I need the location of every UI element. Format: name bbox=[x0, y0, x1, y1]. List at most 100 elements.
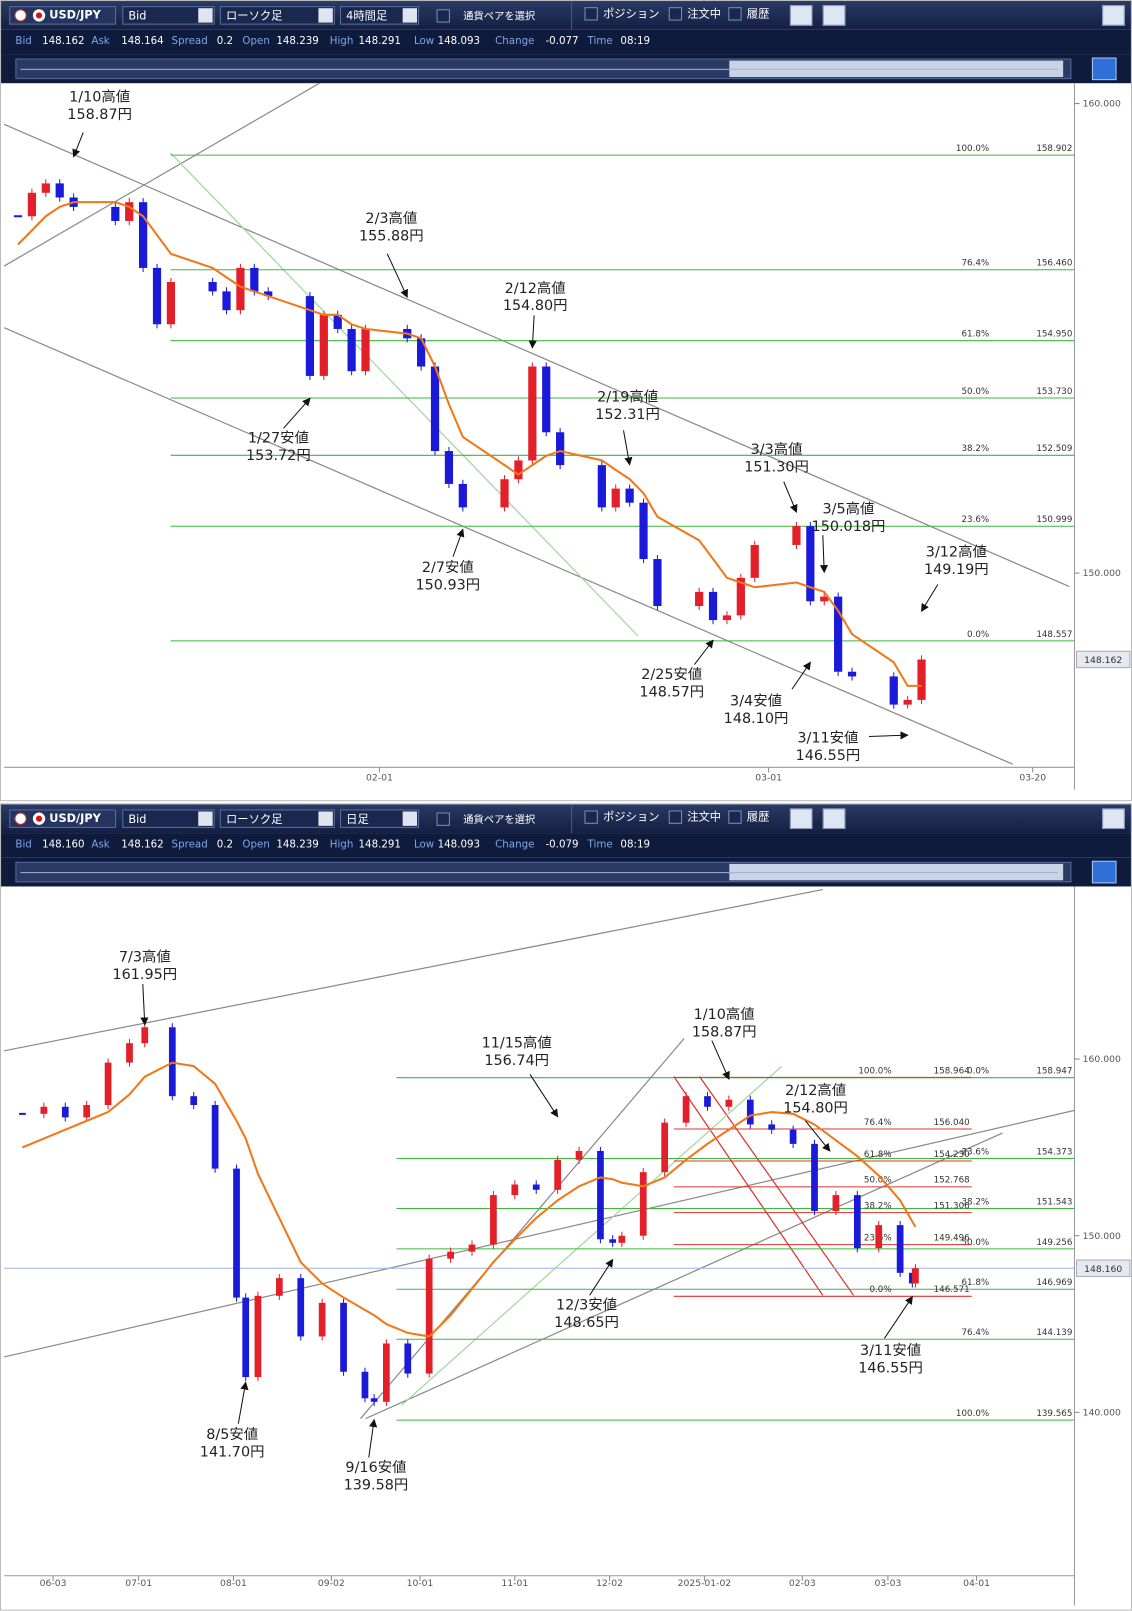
x-tick-label: 09-02 bbox=[318, 1578, 345, 1589]
quote-bar: Bid 148.162 Ask 148.164 Spread 0.2 Open 148.239… bbox=[1, 29, 1131, 55]
fib-ratio: 38.2% bbox=[864, 1202, 892, 1212]
icon-button[interactable] bbox=[822, 808, 846, 829]
flag-dot bbox=[35, 12, 43, 19]
candle bbox=[104, 1062, 112, 1106]
quote-label: Ask bbox=[91, 35, 110, 48]
candle bbox=[618, 1235, 626, 1243]
candle bbox=[190, 1096, 198, 1106]
pair-select-label: 通貨ペアを選択 bbox=[463, 814, 536, 826]
annotation-price: 152.31円 bbox=[595, 407, 660, 423]
select-timeframe[interactable]: 日足 bbox=[340, 809, 420, 828]
annotation-title: 11/15高値 bbox=[482, 1035, 552, 1052]
dropdown-arrow[interactable] bbox=[198, 811, 213, 826]
select-price-type[interactable]: Bid bbox=[122, 6, 215, 25]
fib-value: 149.496 bbox=[934, 1234, 970, 1244]
dropdown-arrow[interactable] bbox=[318, 811, 333, 826]
checkbox[interactable] bbox=[668, 7, 683, 21]
trend-line bbox=[3, 327, 1014, 765]
select-chart-style[interactable]: ローソク足 bbox=[219, 809, 335, 828]
annotation-title: 3/4安値 bbox=[730, 693, 782, 710]
select-chart-style[interactable]: ローソク足 bbox=[219, 6, 335, 25]
quote-value: 148.160 bbox=[42, 839, 85, 851]
annotation-title: 1/10高値 bbox=[69, 89, 130, 106]
flag-icon bbox=[14, 9, 27, 22]
toggle-label: 注文中 bbox=[687, 810, 722, 824]
dropdown-arrow[interactable] bbox=[318, 8, 333, 23]
fib-value: 151.543 bbox=[1036, 1197, 1072, 1207]
fib-value: 152.768 bbox=[934, 1176, 970, 1186]
chart: 150.000 160.000 02-01 03-01 03-20 100.0% 158.9… bbox=[3, 83, 1131, 790]
candle bbox=[792, 526, 801, 545]
annotation-price: 153.72円 bbox=[246, 448, 311, 464]
candle bbox=[468, 1244, 476, 1252]
icon-button[interactable] bbox=[789, 808, 813, 829]
icon-button[interactable] bbox=[822, 5, 846, 26]
candle bbox=[152, 267, 162, 325]
trend-line bbox=[401, 1065, 783, 1406]
annotation-price: 154.80円 bbox=[503, 298, 568, 314]
y-tick-label: 150.000 bbox=[1083, 1231, 1121, 1242]
annotation-arrow bbox=[693, 639, 714, 665]
y-tick-label: 150.000 bbox=[1083, 568, 1121, 579]
select-price-type[interactable]: Bid bbox=[122, 809, 215, 828]
annotation-title: 3/12高値 bbox=[926, 544, 987, 561]
candle bbox=[575, 1150, 583, 1160]
quote-label: Spread bbox=[171, 839, 208, 851]
candle bbox=[639, 502, 648, 560]
toggle-label: 注文中 bbox=[687, 7, 722, 21]
candle bbox=[750, 544, 759, 578]
annotation-title: 3/3高値 bbox=[751, 441, 803, 458]
trend-line bbox=[365, 1132, 1003, 1420]
candle bbox=[141, 1027, 149, 1044]
annotation-arrow bbox=[528, 315, 537, 349]
last-price-label: 148.160 bbox=[1084, 1264, 1122, 1275]
checkbox[interactable] bbox=[584, 7, 598, 21]
candle bbox=[417, 338, 426, 367]
corner-button[interactable] bbox=[1102, 808, 1125, 829]
zoom-button[interactable] bbox=[1091, 57, 1117, 81]
checkbox[interactable] bbox=[728, 7, 742, 21]
fib-ratio: 0.0% bbox=[869, 1285, 891, 1295]
icon-button[interactable] bbox=[789, 5, 813, 26]
fib-value: 148.557 bbox=[1036, 630, 1072, 640]
candle bbox=[661, 1122, 669, 1173]
dropdown-arrow[interactable] bbox=[198, 8, 213, 23]
candle bbox=[768, 1124, 776, 1130]
fib-value: 152.509 bbox=[1036, 444, 1072, 454]
checkbox[interactable] bbox=[436, 9, 450, 23]
annotation-price: 151.30円 bbox=[744, 459, 809, 475]
fib-ratio: 61.8% bbox=[961, 330, 989, 340]
candle bbox=[806, 526, 815, 602]
scroller bbox=[1, 857, 1131, 887]
candle bbox=[639, 1172, 647, 1236]
annotation-price: 146.55円 bbox=[796, 748, 861, 764]
pair-label: USD/JPY bbox=[49, 8, 101, 22]
toggle-label: ポジション bbox=[602, 810, 660, 824]
checkbox[interactable] bbox=[728, 810, 742, 824]
candle bbox=[722, 615, 732, 621]
checkbox[interactable] bbox=[436, 812, 450, 826]
checkbox[interactable] bbox=[668, 810, 683, 824]
candle bbox=[532, 1184, 540, 1190]
pair-label: USD/JPY bbox=[49, 811, 101, 825]
trend-line bbox=[699, 1076, 855, 1296]
quote-label: Bid bbox=[15, 839, 32, 851]
toolbar: USD/JPY Bid ローソク足 日足 通貨ペアを選択 ポジション 注文中 履歴 bbox=[1, 804, 1131, 834]
annotation-arrow bbox=[529, 1074, 559, 1118]
trend-line bbox=[3, 123, 1070, 588]
candle bbox=[275, 1278, 283, 1296]
corner-button[interactable] bbox=[1102, 5, 1125, 26]
select-timeframe[interactable]: 4時間足 bbox=[340, 6, 420, 25]
fib-value: 158.902 bbox=[1036, 144, 1072, 154]
candle bbox=[834, 596, 843, 672]
candle bbox=[832, 1195, 840, 1212]
dropdown-arrow[interactable] bbox=[402, 811, 418, 826]
zoom-button[interactable] bbox=[1091, 860, 1117, 884]
fib-value: 154.373 bbox=[1036, 1147, 1072, 1157]
candle bbox=[746, 1099, 754, 1125]
checkbox[interactable] bbox=[584, 810, 598, 824]
dropdown-arrow[interactable] bbox=[402, 8, 418, 23]
annotation-title: 2/3高値 bbox=[365, 210, 417, 227]
candle bbox=[682, 1096, 690, 1123]
